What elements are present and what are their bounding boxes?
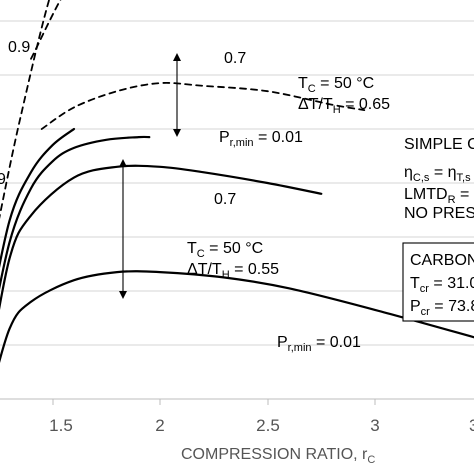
dt-top-label: ΔT/TH = 0.65 <box>298 96 390 116</box>
note-simple-cycle: SIMPLE CY <box>404 136 474 153</box>
x-tick-label: 3 <box>370 416 379 435</box>
dt-bottom-label: ΔT/TH = 0.55 <box>187 261 279 281</box>
critical-temperature: Tcr = 31.0 <box>410 275 474 295</box>
arrowhead <box>173 53 181 61</box>
arrowhead <box>119 291 127 299</box>
series-group <box>0 0 474 363</box>
x-tick-label: 3 <box>469 416 474 435</box>
series-line-2 <box>40 82 366 130</box>
critical-pressure: Pcr = 73.8 <box>410 298 474 318</box>
series-line-3 <box>0 127 76 268</box>
difference-arrows <box>119 53 181 299</box>
x-axis-title: COMPRESSION RATIO, rC <box>181 446 375 466</box>
curve-label-prmin-bottom: Pr,min = 0.01 <box>277 334 361 354</box>
fluid-name: CARBON <box>410 252 474 269</box>
series-line-6 <box>0 270 474 363</box>
x-tick-label: 2.5 <box>256 416 280 435</box>
tc-bottom-label: TC = 50 °C <box>187 240 263 260</box>
fluid-box-frame <box>402 242 474 322</box>
note-no-pressure: NO PRESS <box>404 205 474 222</box>
note-lmtd: LMTDR = 2 <box>404 186 474 206</box>
curve-label-prmin-top: Pr,min = 0.01 <box>219 129 303 149</box>
x-tick-label: 2 <box>155 416 164 435</box>
tc-top-label: TC = 50 °C <box>298 75 374 95</box>
series-line-0 <box>0 0 51 219</box>
gridlines <box>0 20 474 346</box>
series-line-5 <box>0 164 323 310</box>
arrowhead <box>173 129 181 137</box>
edge-label-fragment: 9 <box>0 171 6 188</box>
fluid-properties-box: CARBON Tcr = 31.0 Pcr = 73.8 <box>402 242 474 322</box>
arrowhead <box>119 159 127 167</box>
curve-label-0.7-bottom: 0.7 <box>214 191 236 208</box>
x-axis-ticks <box>52 399 376 405</box>
curve-label-0.9: 0.9 <box>8 39 30 56</box>
series-line-4 <box>0 135 151 290</box>
note-efficiency: ηC,s = ηT,s <box>404 164 471 184</box>
x-tick-label: 1.5 <box>49 416 73 435</box>
curve-label-0.7-top: 0.7 <box>224 50 246 67</box>
